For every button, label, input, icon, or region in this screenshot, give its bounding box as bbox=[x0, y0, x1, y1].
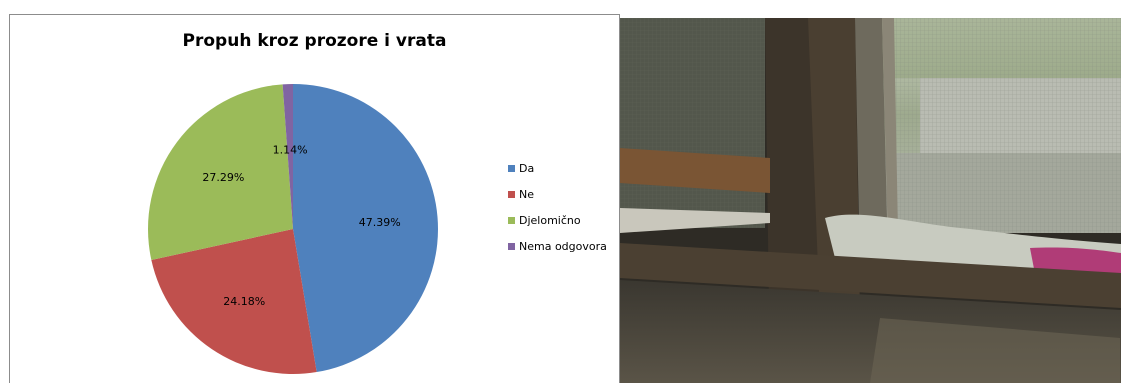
legend-item: Ne bbox=[508, 181, 607, 207]
legend: Da Ne Djelomično Nema odgovora bbox=[508, 155, 607, 259]
pie-slice-da bbox=[293, 84, 439, 373]
pie-slice-djelomično bbox=[148, 84, 293, 261]
legend-swatch bbox=[508, 242, 515, 250]
legend-item: Nema odgovora bbox=[508, 233, 607, 259]
slice-data-label: 24.18% bbox=[223, 295, 265, 308]
slice-data-label: 47.39% bbox=[359, 216, 401, 229]
legend-label: Nema odgovora bbox=[519, 239, 607, 253]
legend-item: Da bbox=[508, 155, 607, 181]
chart-panel: Propuh kroz prozore i vrata 47.39% 24.18%… bbox=[9, 14, 620, 383]
legend-label: Da bbox=[519, 161, 535, 175]
slice-data-label: 27.29% bbox=[202, 171, 244, 184]
legend-label: Djelomično bbox=[519, 213, 581, 227]
pie-slice-ne bbox=[151, 229, 317, 374]
legend-swatch bbox=[508, 216, 515, 224]
legend-label: Ne bbox=[519, 187, 534, 201]
legend-swatch bbox=[508, 164, 515, 172]
chart-title: Propuh kroz prozore i vrata bbox=[182, 31, 447, 51]
legend-swatch bbox=[508, 190, 515, 198]
window-photo bbox=[620, 18, 1121, 383]
pie-slice-nema-odgovora bbox=[282, 84, 293, 229]
slice-data-label: 1.14% bbox=[273, 143, 308, 156]
pie-chart: 47.39% 24.18% 27.29% 1.14% bbox=[148, 84, 439, 374]
legend-item: Djelomično bbox=[508, 207, 607, 233]
window-photo-illustration bbox=[620, 18, 1121, 383]
